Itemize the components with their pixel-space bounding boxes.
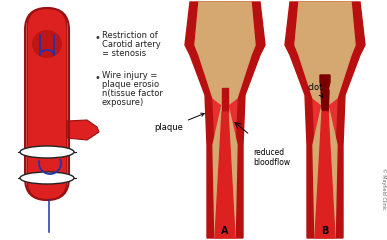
Text: Restriction of: Restriction of [102, 31, 158, 40]
Polygon shape [295, 2, 355, 238]
Polygon shape [285, 2, 365, 238]
Ellipse shape [32, 30, 62, 58]
Text: A: A [221, 226, 229, 236]
Polygon shape [222, 88, 228, 112]
Polygon shape [225, 2, 255, 238]
Polygon shape [322, 88, 328, 112]
Ellipse shape [20, 172, 74, 184]
Polygon shape [320, 75, 330, 90]
Text: plaque erosio: plaque erosio [102, 80, 159, 89]
Ellipse shape [20, 146, 74, 158]
Text: clot: clot [308, 84, 324, 97]
Text: © Mayfield Clinic: © Mayfield Clinic [381, 168, 387, 210]
Polygon shape [321, 90, 329, 110]
Text: n(tissue factor: n(tissue factor [102, 89, 163, 98]
Polygon shape [185, 2, 265, 238]
Text: reduced
bloodflow: reduced bloodflow [253, 148, 290, 168]
Polygon shape [325, 2, 355, 238]
Polygon shape [295, 2, 325, 238]
Polygon shape [67, 120, 99, 140]
Text: •: • [95, 73, 101, 83]
Polygon shape [315, 112, 335, 238]
Polygon shape [215, 112, 235, 238]
Text: = stenosis: = stenosis [102, 49, 146, 58]
Text: Carotid artery: Carotid artery [102, 40, 161, 49]
FancyBboxPatch shape [27, 8, 67, 200]
Text: exposure): exposure) [102, 98, 144, 107]
Text: plaque: plaque [154, 113, 204, 132]
Text: •: • [95, 33, 101, 43]
Text: Wire injury =: Wire injury = [102, 71, 158, 80]
Polygon shape [195, 2, 255, 238]
Polygon shape [195, 2, 225, 238]
Text: B: B [321, 226, 329, 236]
